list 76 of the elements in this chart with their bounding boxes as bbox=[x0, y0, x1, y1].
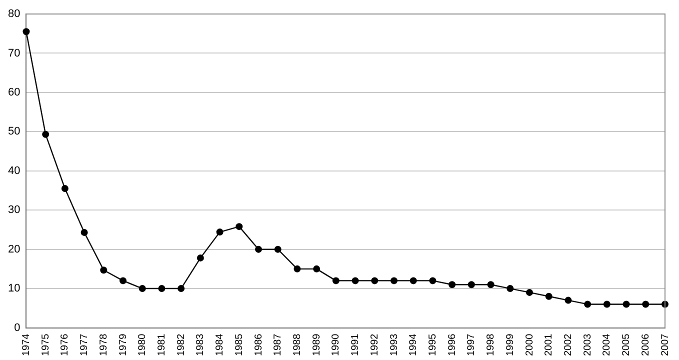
point bbox=[216, 228, 224, 236]
x-tick-label: 1980 bbox=[137, 333, 148, 356]
point bbox=[584, 300, 592, 308]
point bbox=[564, 296, 572, 304]
x-tick-label: 1993 bbox=[388, 333, 400, 356]
y-tick-label: 10 bbox=[8, 282, 20, 295]
point bbox=[178, 285, 185, 292]
x-tick-label: 2002 bbox=[562, 333, 574, 356]
point bbox=[390, 277, 398, 284]
x-tick-label: 1997 bbox=[466, 333, 478, 356]
x-tick-label: 1994 bbox=[408, 333, 420, 356]
point bbox=[429, 277, 436, 284]
x-tick-label: 1984 bbox=[214, 333, 226, 356]
point bbox=[42, 130, 50, 138]
x-tick-label: 2003 bbox=[582, 333, 594, 356]
x-tick-label: 2000 bbox=[524, 333, 536, 356]
x-tick-label: 1985 bbox=[234, 333, 245, 356]
x-tick-label: 1990 bbox=[330, 333, 342, 356]
y-tick-label: 20 bbox=[8, 243, 20, 256]
point bbox=[80, 228, 88, 236]
point bbox=[371, 277, 378, 284]
x-tick-label: 1976 bbox=[60, 333, 71, 356]
x-tick-label: 1986 bbox=[253, 333, 264, 356]
point bbox=[487, 281, 494, 288]
point bbox=[22, 28, 30, 36]
point bbox=[642, 300, 650, 308]
x-tick-label: 2007 bbox=[660, 333, 671, 356]
y-tick-label: 0 bbox=[14, 322, 20, 334]
x-tick-label: 1999 bbox=[504, 333, 516, 356]
point bbox=[332, 277, 340, 284]
x-tick-label: 2001 bbox=[544, 333, 555, 356]
point bbox=[545, 292, 552, 300]
point bbox=[603, 300, 610, 308]
x-tick-label: 1995 bbox=[427, 333, 438, 356]
point bbox=[255, 246, 262, 253]
point bbox=[120, 277, 127, 284]
x-tick-label: 1998 bbox=[486, 333, 497, 356]
y-tick-label: 70 bbox=[8, 47, 20, 60]
y-tick-label: 30 bbox=[8, 204, 20, 216]
x-tick-label: 1982 bbox=[176, 333, 187, 356]
x-tick-label: 1991 bbox=[350, 333, 362, 356]
point bbox=[622, 300, 630, 308]
x-tick-label: 1983 bbox=[195, 333, 206, 356]
point bbox=[274, 246, 282, 253]
y-tick-label: 60 bbox=[8, 86, 20, 98]
x-tick-label: 1977 bbox=[79, 333, 90, 356]
point bbox=[294, 265, 301, 272]
y-tick-label: 80 bbox=[8, 8, 20, 20]
point bbox=[236, 223, 243, 230]
x-tick-label: 1996 bbox=[446, 333, 458, 356]
point bbox=[313, 265, 320, 272]
x-tick-label: 1974 bbox=[20, 333, 32, 356]
point bbox=[61, 185, 68, 192]
x-tick-label: 1989 bbox=[311, 333, 322, 356]
point bbox=[526, 288, 534, 296]
x-tick-label: 1978 bbox=[98, 333, 110, 356]
y-tick-label: 50 bbox=[8, 126, 20, 138]
point bbox=[506, 285, 514, 292]
point bbox=[468, 281, 475, 288]
x-tick-label: 1975 bbox=[40, 333, 52, 356]
x-tick-label: 1981 bbox=[156, 333, 168, 356]
x-tick-label: 2004 bbox=[602, 333, 613, 356]
x-tick-label: 1992 bbox=[369, 333, 380, 356]
point bbox=[158, 285, 166, 292]
x-tick-label: 1988 bbox=[292, 333, 303, 356]
x-tick-label: 1987 bbox=[272, 333, 284, 356]
x-tick-label: 2005 bbox=[621, 333, 632, 356]
x-tick-label: 2006 bbox=[640, 333, 652, 356]
point bbox=[100, 266, 108, 274]
x-tick-label: 1979 bbox=[118, 333, 129, 356]
point bbox=[448, 281, 456, 288]
y-tick-label: 40 bbox=[8, 164, 20, 177]
point bbox=[352, 277, 359, 284]
point bbox=[196, 254, 204, 262]
point bbox=[410, 277, 417, 284]
point bbox=[138, 285, 146, 292]
